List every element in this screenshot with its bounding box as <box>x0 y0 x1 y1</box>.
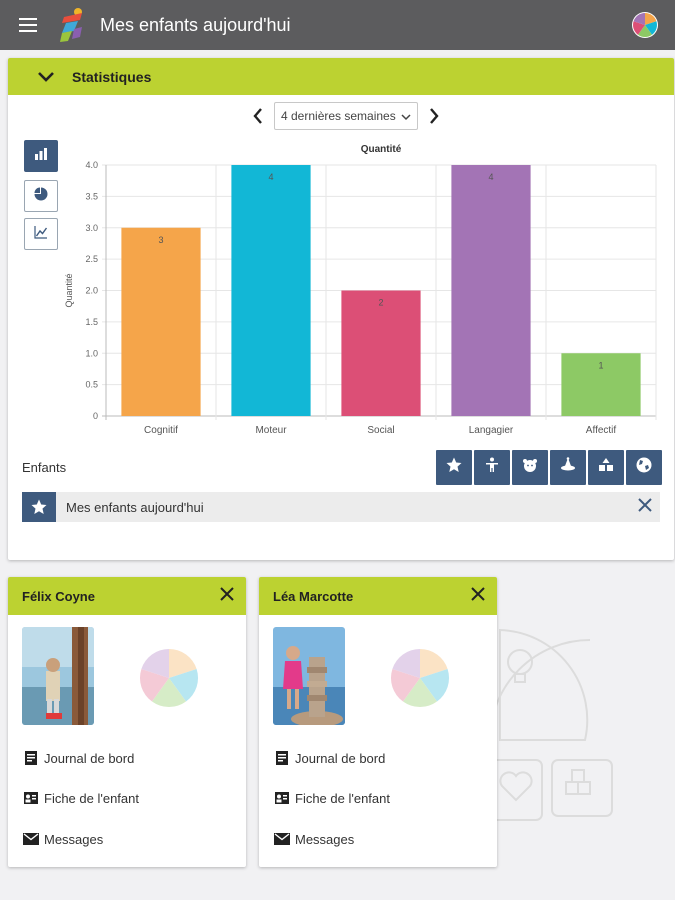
messages-link[interactable]: Messages <box>273 830 354 848</box>
bar-langagier <box>451 165 531 416</box>
y-tick-label: 1.5 <box>85 317 98 327</box>
y-tick-label: 1.0 <box>85 348 98 358</box>
id-card-icon <box>273 789 291 807</box>
y-tick-label: 2.0 <box>85 286 98 296</box>
period-dropdown[interactable]: 4 dernières semaines <box>274 102 418 130</box>
messages-link-label: Messages <box>44 831 104 847</box>
color-wheel-icon[interactable] <box>631 11 659 39</box>
child-card-header: Léa Marcotte <box>259 577 497 615</box>
pie-chart-icon <box>33 186 49 207</box>
close-icon <box>638 497 652 517</box>
bar-affectif <box>561 353 641 416</box>
x-tick-label: Social <box>367 425 394 436</box>
child-profile-link-label: Fiche de l'enfant <box>44 790 139 806</box>
x-tick-label: Affectif <box>586 425 617 436</box>
bar-cognitif <box>121 227 201 416</box>
filter-baby-button[interactable] <box>512 450 548 485</box>
group-label: Mes enfants aujourd'hui <box>66 499 204 515</box>
journal-link[interactable]: Journal de bord <box>273 749 385 767</box>
children-filter-label: Enfants <box>22 460 67 475</box>
x-tick-label: Moteur <box>255 425 287 436</box>
journal-link-label: Journal de bord <box>44 750 135 766</box>
pie-chart-button[interactable] <box>24 180 58 212</box>
remove-group-button[interactable] <box>630 492 660 522</box>
child-name: Félix Coyne <box>22 588 95 604</box>
y-tick-label: 0 <box>93 411 98 421</box>
child-profile-link[interactable]: Fiche de l'enfant <box>22 789 139 807</box>
journal-link[interactable]: Journal de bord <box>22 749 134 767</box>
line-chart-icon <box>33 224 49 245</box>
y-tick-label: 0.5 <box>85 380 98 390</box>
chevron-down-icon <box>401 111 411 121</box>
y-tick-label: 4.0 <box>85 160 98 170</box>
bar-social <box>341 290 421 416</box>
next-period-button[interactable] <box>424 104 444 128</box>
child-card-header: Félix Coyne <box>8 577 246 615</box>
y-tick-label: 2.5 <box>85 254 98 264</box>
child-card: Félix Coyne Journal de bord F <box>8 577 246 867</box>
child-development-pie[interactable] <box>389 647 451 709</box>
hat-icon <box>559 456 577 479</box>
blocks-icon <box>597 456 615 479</box>
id-card-icon <box>22 789 40 807</box>
chevron-down-icon[interactable] <box>34 65 58 89</box>
y-axis-label: Quantité <box>64 273 74 307</box>
y-tick-label: 3.0 <box>85 223 98 233</box>
page-title: Mes enfants aujourd'hui <box>100 14 291 35</box>
messages-link-label: Messages <box>295 831 355 847</box>
close-icon <box>220 586 234 606</box>
children-filter-buttons <box>436 450 662 485</box>
child-profile-link-label: Fiche de l'enfant <box>295 790 390 806</box>
bar-chart-icon <box>33 146 49 167</box>
star-icon <box>445 456 463 479</box>
journal-icon <box>22 749 40 767</box>
app-logo-icon <box>56 7 88 43</box>
previous-period-button[interactable] <box>248 104 268 128</box>
person-icon <box>483 456 501 479</box>
children-group-row: Mes enfants aujourd'hui <box>22 492 660 522</box>
data-label: 4 <box>268 172 273 182</box>
globe-icon <box>635 456 653 479</box>
statistics-title: Statistiques <box>72 68 152 85</box>
child-photo[interactable] <box>22 627 94 725</box>
baby-icon <box>521 456 539 479</box>
filter-blocks-button[interactable] <box>588 450 624 485</box>
statistics-header[interactable]: Statistiques <box>8 58 674 95</box>
data-label: 1 <box>598 360 603 370</box>
data-label: 4 <box>488 172 493 182</box>
hamburger-menu-icon[interactable] <box>0 0 56 50</box>
close-child-card-button[interactable] <box>465 583 491 609</box>
data-label: 2 <box>378 298 383 308</box>
filter-person-button[interactable] <box>474 450 510 485</box>
chart-title: Quantité <box>361 144 402 155</box>
filter-globe-button[interactable] <box>626 450 662 485</box>
close-icon <box>471 586 485 606</box>
statistics-panel: Statistiques 4 dernières semaines Quanti… <box>8 58 674 560</box>
bar-chart: Quantité Quantité 0 0.5 1.0 1.5 2.0 2.5 3.0 3.5 4.… <box>64 144 657 436</box>
child-photo[interactable] <box>273 627 345 725</box>
x-tick-label: Cognitif <box>144 425 178 436</box>
bar-chart-button[interactable] <box>24 140 58 172</box>
child-card: Léa Marcotte Journal de bord <box>259 577 497 867</box>
filter-hat-button[interactable] <box>550 450 586 485</box>
y-tick-label: 3.5 <box>85 191 98 201</box>
journal-link-label: Journal de bord <box>295 750 386 766</box>
envelope-icon <box>22 830 40 848</box>
line-chart-button[interactable] <box>24 218 58 250</box>
bar-moteur <box>231 165 311 416</box>
period-dropdown-label: 4 dernières semaines <box>281 109 396 123</box>
filter-favorites-button[interactable] <box>436 450 472 485</box>
app-toolbar: Mes enfants aujourd'hui <box>0 0 675 50</box>
child-development-pie[interactable] <box>138 647 200 709</box>
messages-link[interactable]: Messages <box>22 830 103 848</box>
journal-icon <box>273 749 291 767</box>
x-tick-label: Langagier <box>469 425 514 436</box>
child-profile-link[interactable]: Fiche de l'enfant <box>273 789 390 807</box>
child-name: Léa Marcotte <box>273 588 354 604</box>
period-selector: 4 dernières semaines <box>248 101 444 131</box>
envelope-icon <box>273 830 291 848</box>
star-icon <box>22 492 56 522</box>
close-child-card-button[interactable] <box>214 583 240 609</box>
data-label: 3 <box>158 235 163 245</box>
